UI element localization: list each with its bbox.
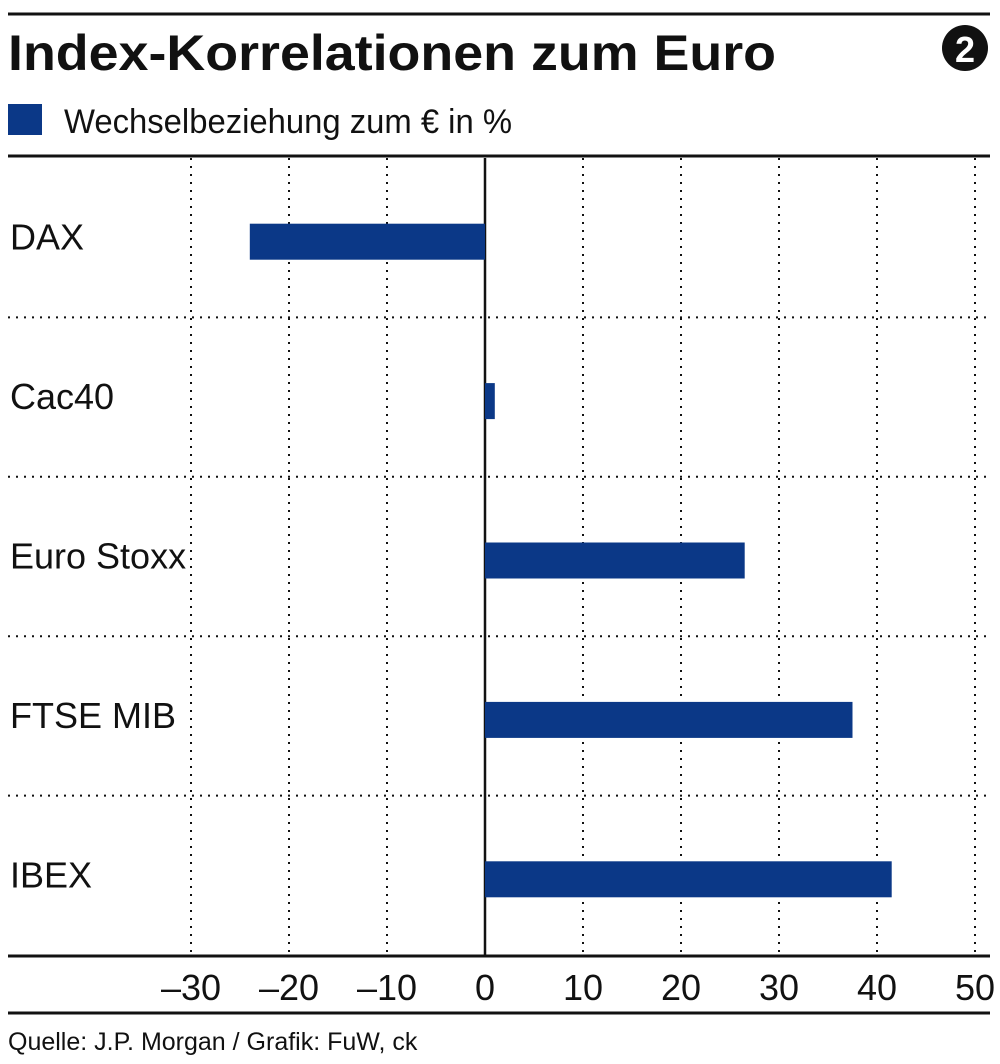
grid-layer (8, 158, 990, 955)
tick-labels: –30 –20 –10 0 10 20 30 40 50 (161, 967, 995, 1008)
legend-swatch (8, 104, 42, 135)
bar-ftse-mib (485, 701, 853, 738)
category-labels: DAX Cac40 Euro Stoxx FTSE MIB IBEX (10, 217, 186, 896)
bar-dax (249, 223, 485, 260)
tick-label: 10 (563, 967, 603, 1008)
tick-label: 20 (661, 967, 701, 1008)
category-label: IBEX (10, 854, 92, 895)
bar-cac40 (485, 383, 495, 420)
legend-label: Wechselbeziehung zum € in % (64, 103, 512, 141)
tick-label: 50 (955, 967, 995, 1008)
tick-label: –30 (161, 967, 221, 1008)
tick-label: 0 (475, 967, 495, 1008)
category-label: Cac40 (10, 376, 114, 417)
tick-label: –20 (259, 967, 319, 1008)
bar-ibex (485, 861, 892, 898)
page-title: Index-Korrelationen zum Euro (8, 25, 776, 81)
tick-label: 40 (857, 967, 897, 1008)
bar-euro-stoxx (485, 542, 745, 579)
category-label: DAX (10, 217, 84, 258)
number-badge: 2 (942, 25, 988, 71)
bar-layer (249, 223, 892, 898)
tick-label: –10 (357, 967, 417, 1008)
tick-label: 30 (759, 967, 799, 1008)
category-label: Euro Stoxx (10, 536, 186, 577)
badge-number: 2 (955, 29, 975, 70)
source-note: Quelle: J.P. Morgan / Grafik: FuW, ck (8, 1028, 418, 1056)
category-label: FTSE MIB (10, 695, 176, 736)
